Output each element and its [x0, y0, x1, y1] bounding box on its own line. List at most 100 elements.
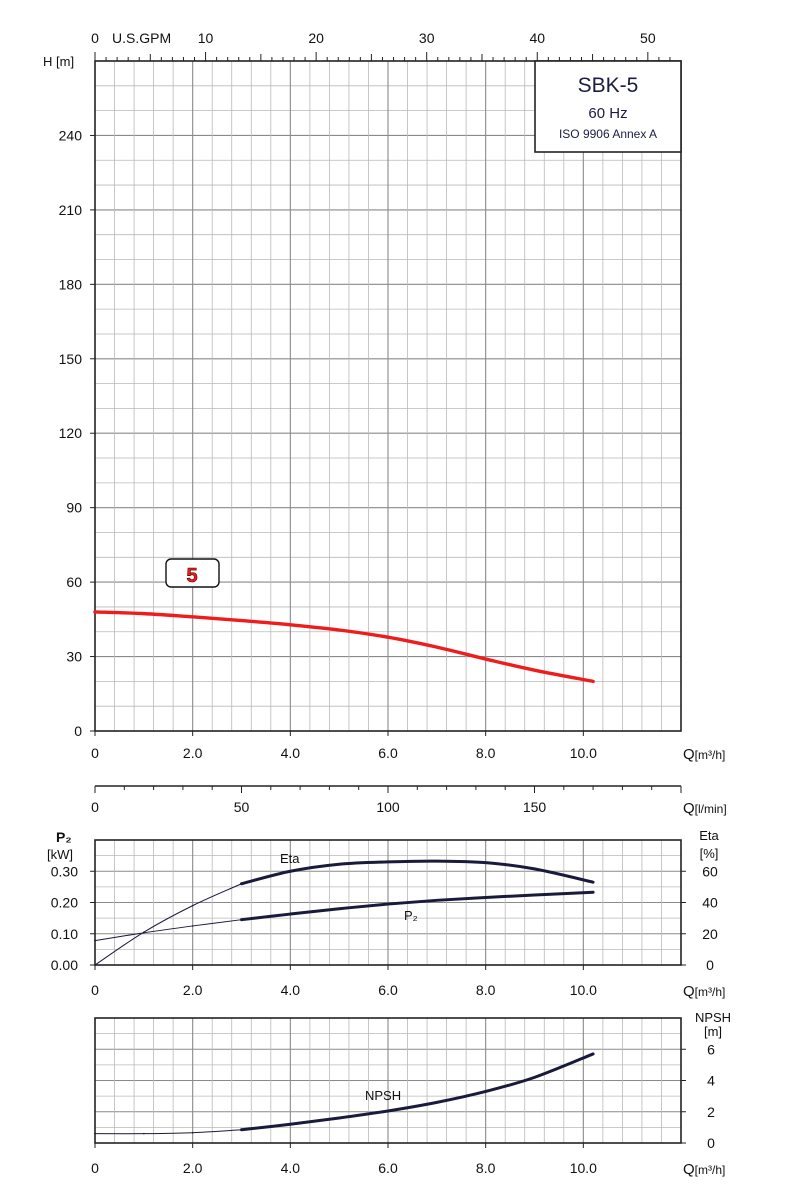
- q-label-unit: [m³/h]: [695, 985, 726, 999]
- data-point: [436, 899, 438, 902]
- top-axis-label: U.S.GPM: [112, 30, 171, 46]
- data-point: [94, 611, 96, 613]
- x-tick-label: 4.0: [281, 745, 301, 761]
- x-tick-label: 2.0: [183, 982, 203, 998]
- y-right-tick-label: 60: [702, 863, 718, 879]
- top-axis-tick-label: 10: [198, 30, 214, 46]
- data-point: [191, 1131, 194, 1134]
- y-right-tick-label: 6: [707, 1041, 715, 1057]
- data-point: [387, 636, 389, 638]
- data-point: [94, 939, 96, 942]
- x-tick-label: 6.0: [378, 1160, 398, 1176]
- curve-label-eta: Eta: [280, 851, 300, 866]
- curve-eta-extrapolated: [94, 883, 242, 966]
- y-right-axis-label-name: Eta: [699, 828, 719, 843]
- data-point: [436, 1101, 438, 1104]
- data-point: [387, 861, 389, 863]
- curve-label-box: [165, 558, 220, 588]
- x-axis-label: Q[l/min]: [683, 800, 727, 817]
- x-tick-label: 10.0: [570, 982, 597, 998]
- x-tick-label: 8.0: [476, 1160, 496, 1176]
- data-point: [533, 894, 536, 896]
- x-tick-label: 8.0: [476, 745, 496, 761]
- data-point: [191, 925, 194, 927]
- y-tick-label: 0.30: [51, 863, 78, 879]
- curve-p2: [240, 890, 595, 922]
- data-point: [94, 1132, 96, 1135]
- q-label-unit: [l/min]: [695, 802, 727, 816]
- y-tick-label: 0: [74, 723, 82, 739]
- y-right-tick-label: 0: [706, 957, 714, 973]
- y-tick-label: 30: [66, 649, 82, 665]
- y-right-tick-label: 4: [707, 1073, 715, 1089]
- data-point: [533, 1076, 536, 1079]
- data-point: [387, 903, 389, 905]
- q-label-q: Q: [683, 800, 695, 817]
- curve-label: 5: [186, 565, 197, 587]
- q-label-unit: [m³/h]: [695, 1163, 726, 1177]
- curve-5: [93, 610, 595, 684]
- head-panel: 0 30 60 90 120 150 180 210 240 H [m] 0 2.0 4.0 6.0 8.0…: [43, 30, 725, 763]
- data-point: [484, 658, 487, 660]
- q-label-q: Q: [683, 1161, 695, 1178]
- y-right-axis-label-unit: [%]: [700, 846, 719, 861]
- y-right-tick-label: 0: [707, 1135, 715, 1151]
- curve-label-p2: P₂: [404, 908, 418, 923]
- power-efficiency-panel: 0.00 0.10 0.20 0.30 0 20 40 60 P₂ [kW] Eta [%] 0 2.0 4…: [47, 828, 725, 1000]
- x-tick-label: 4.0: [281, 1160, 301, 1176]
- x-tick-label: 0: [91, 982, 99, 998]
- data-point: [436, 646, 438, 648]
- x-tick-label: 8.0: [476, 982, 496, 998]
- x-tick-label: 10.0: [570, 1160, 597, 1176]
- data-point: [338, 1117, 340, 1119]
- data-point: [289, 913, 292, 915]
- data-point: [592, 680, 594, 683]
- data-point: [338, 907, 340, 910]
- y-axis-label-name: P₂: [56, 829, 72, 845]
- data-point: [592, 891, 594, 893]
- x-tick-label: 0: [91, 745, 99, 761]
- x-axis-label: Q[m³/h]: [683, 1161, 725, 1178]
- y-tick-label: 150: [59, 351, 83, 367]
- x-tick-label: 6.0: [378, 745, 398, 761]
- x-tick-label: 10.0: [570, 745, 597, 761]
- data-point: [592, 881, 594, 883]
- top-axis-tick-label: 0: [91, 30, 99, 46]
- y-right-tick-label: 2: [707, 1104, 715, 1120]
- flow-lmin-panel: 0 50 100 150 Q[l/min]: [91, 785, 727, 817]
- y-tick-label: 180: [59, 276, 83, 292]
- y-axis-label: H [m]: [43, 54, 74, 69]
- q-label-unit: [m³/h]: [695, 748, 726, 762]
- data-point: [191, 904, 194, 907]
- data-point: [240, 918, 243, 921]
- y-tick-label: 210: [59, 202, 83, 218]
- y-tick-label: 90: [66, 500, 82, 516]
- title-model: SBK-5: [578, 74, 639, 97]
- y-tick-label: 0.10: [51, 926, 78, 942]
- data-point: [191, 616, 194, 618]
- data-point: [143, 612, 145, 615]
- x-axis-label: Q[m³/h]: [683, 983, 725, 1000]
- data-point: [484, 1090, 487, 1093]
- data-point: [289, 623, 292, 626]
- data-point: [338, 629, 340, 631]
- x-tick-label: 0: [91, 1160, 99, 1176]
- y-right-axis-label-unit: [m]: [704, 1024, 722, 1039]
- q-label-q: Q: [683, 746, 695, 763]
- y-right-tick-label: 40: [702, 895, 718, 911]
- data-point: [436, 860, 438, 862]
- data-point: [143, 932, 145, 934]
- x-tick-label: 50: [234, 799, 250, 815]
- top-axis-tick-label: 50: [640, 30, 656, 46]
- data-point: [240, 882, 243, 885]
- data-point: [484, 861, 487, 864]
- x-tick-label: 0: [91, 799, 99, 815]
- y-right-tick-label: 20: [702, 926, 718, 942]
- y-tick-label: 60: [66, 574, 82, 590]
- data-point: [338, 863, 340, 866]
- y-right-axis-label-name: NPSH: [695, 1010, 731, 1025]
- curve-npsh: [240, 1052, 595, 1132]
- top-axis-tick-label: 30: [419, 30, 435, 46]
